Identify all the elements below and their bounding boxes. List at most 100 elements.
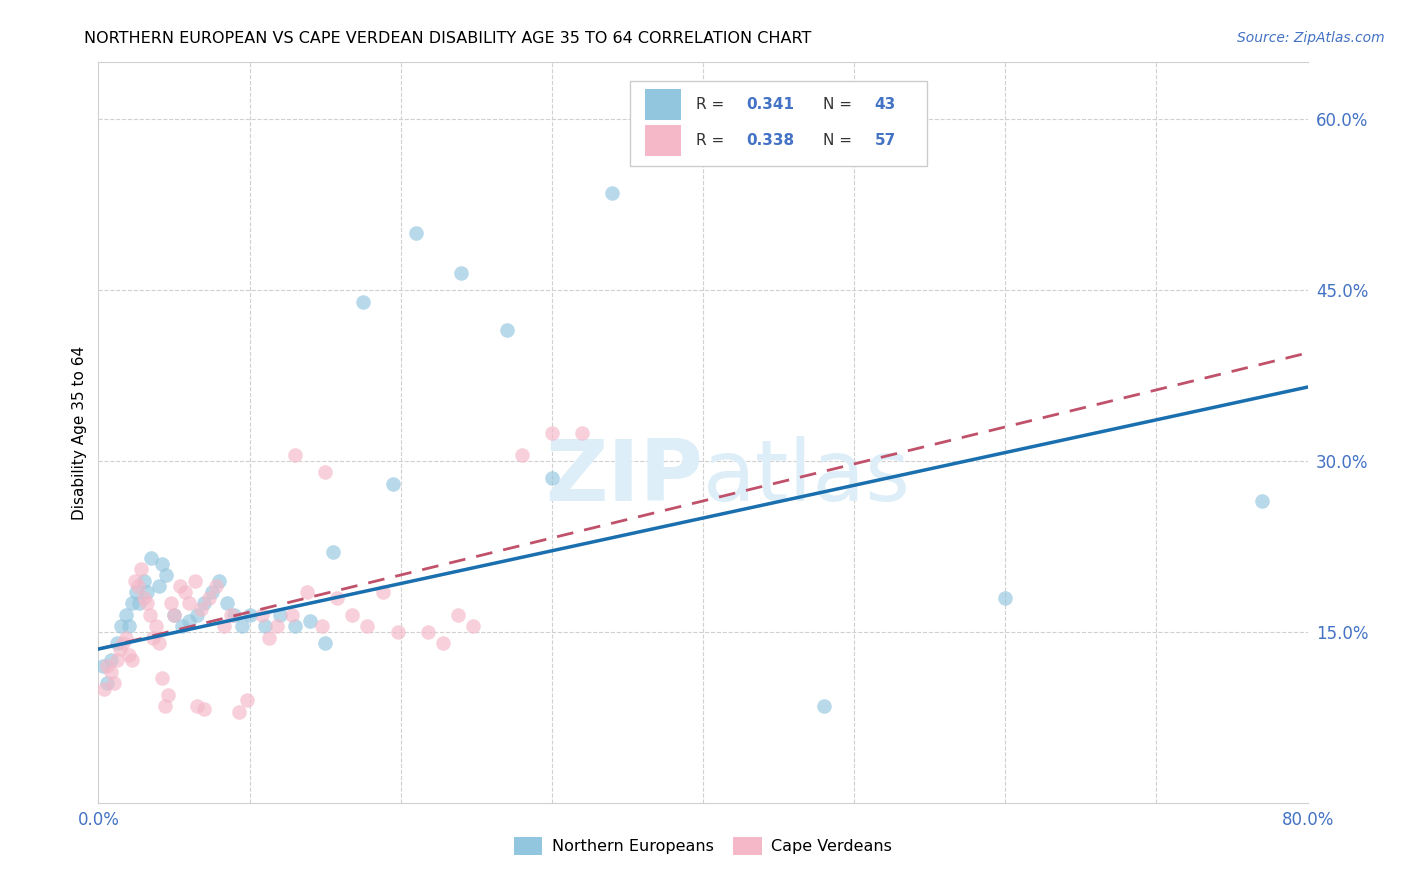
Point	[416, 624, 439, 639]
Point	[110, 619, 132, 633]
Point	[163, 607, 186, 622]
Point	[510, 449, 533, 463]
Point	[121, 653, 143, 667]
Point	[326, 591, 349, 605]
Point	[239, 607, 262, 622]
Point	[169, 579, 191, 593]
Point	[432, 636, 454, 650]
Point	[253, 619, 276, 633]
Point	[132, 591, 155, 605]
Point	[371, 585, 394, 599]
Point	[299, 614, 322, 628]
Text: 0.341: 0.341	[747, 97, 794, 112]
Text: 57: 57	[875, 133, 896, 148]
Point	[135, 597, 157, 611]
Point	[281, 607, 304, 622]
Point	[1251, 494, 1274, 508]
Point	[148, 579, 170, 593]
Point	[228, 705, 250, 719]
Point	[352, 294, 374, 309]
Point	[139, 607, 162, 622]
Point	[495, 323, 517, 337]
Point	[602, 186, 624, 201]
Point	[124, 574, 146, 588]
Point	[235, 693, 257, 707]
Text: Source: ZipAtlas.com: Source: ZipAtlas.com	[1237, 31, 1385, 45]
Point	[342, 607, 364, 622]
Point	[250, 607, 273, 622]
Point	[179, 597, 201, 611]
Text: NORTHERN EUROPEAN VS CAPE VERDEAN DISABILITY AGE 35 TO 64 CORRELATION CHART: NORTHERN EUROPEAN VS CAPE VERDEAN DISABI…	[84, 31, 811, 46]
Point	[463, 619, 485, 633]
Point	[96, 659, 118, 673]
Point	[100, 665, 122, 679]
Point	[150, 671, 173, 685]
Point	[135, 585, 157, 599]
Point	[179, 614, 201, 628]
Point	[105, 636, 128, 650]
Point	[129, 562, 152, 576]
Point	[156, 688, 179, 702]
Text: 0.338: 0.338	[747, 133, 794, 148]
Point	[108, 642, 131, 657]
FancyBboxPatch shape	[645, 89, 682, 120]
Point	[170, 619, 193, 633]
Point	[269, 607, 291, 622]
Point	[387, 624, 409, 639]
Point	[540, 471, 562, 485]
Point	[201, 585, 224, 599]
Point	[118, 648, 141, 662]
Point	[100, 653, 122, 667]
Point	[295, 585, 318, 599]
Text: N =: N =	[823, 97, 856, 112]
Point	[118, 619, 141, 633]
Point	[322, 545, 344, 559]
Text: N =: N =	[823, 133, 856, 148]
Text: R =: R =	[696, 133, 728, 148]
Point	[266, 619, 288, 633]
Point	[105, 653, 128, 667]
Point	[96, 676, 118, 690]
Point	[163, 607, 186, 622]
Point	[215, 597, 238, 611]
Point	[145, 619, 167, 633]
Legend: Northern Europeans, Cape Verdeans: Northern Europeans, Cape Verdeans	[508, 830, 898, 862]
Point	[127, 579, 149, 593]
Point	[125, 585, 148, 599]
Point	[121, 597, 143, 611]
Point	[173, 585, 195, 599]
Point	[221, 607, 243, 622]
Point	[447, 607, 470, 622]
Point	[160, 597, 183, 611]
Point	[111, 636, 134, 650]
Point	[150, 557, 173, 571]
Point	[314, 636, 336, 650]
Text: R =: R =	[696, 97, 728, 112]
Text: 43: 43	[875, 97, 896, 112]
Point	[184, 574, 207, 588]
Point	[208, 574, 231, 588]
Point	[231, 619, 253, 633]
FancyBboxPatch shape	[630, 81, 927, 166]
Point	[114, 607, 136, 622]
Point	[284, 449, 307, 463]
Point	[128, 597, 150, 611]
Point	[142, 631, 165, 645]
Point	[148, 636, 170, 650]
Point	[224, 607, 246, 622]
Point	[132, 574, 155, 588]
FancyBboxPatch shape	[645, 125, 682, 156]
Text: atlas: atlas	[703, 435, 911, 518]
Point	[186, 607, 208, 622]
Point	[193, 702, 215, 716]
Point	[257, 631, 280, 645]
Point	[190, 602, 212, 616]
Point	[153, 698, 176, 713]
Point	[93, 681, 115, 696]
Point	[114, 631, 136, 645]
Point	[197, 591, 219, 605]
Text: ZIP: ZIP	[546, 435, 703, 518]
Point	[91, 659, 114, 673]
Point	[141, 550, 163, 565]
Point	[571, 425, 593, 440]
